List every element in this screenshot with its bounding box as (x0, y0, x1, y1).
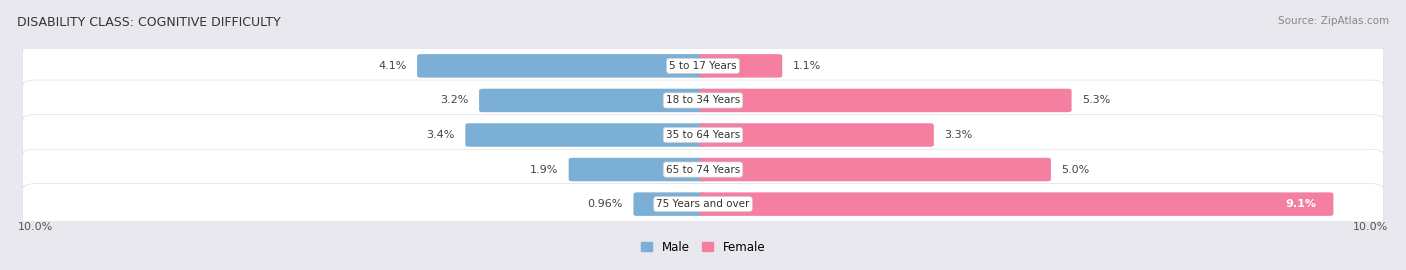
Text: 5 to 17 Years: 5 to 17 Years (669, 61, 737, 71)
FancyBboxPatch shape (700, 123, 934, 147)
FancyBboxPatch shape (22, 149, 1384, 190)
Text: 65 to 74 Years: 65 to 74 Years (666, 164, 740, 175)
Text: 18 to 34 Years: 18 to 34 Years (666, 95, 740, 106)
Text: 0.96%: 0.96% (588, 199, 623, 209)
FancyBboxPatch shape (479, 89, 706, 112)
Text: 35 to 64 Years: 35 to 64 Years (666, 130, 740, 140)
Text: 1.1%: 1.1% (793, 61, 821, 71)
FancyBboxPatch shape (634, 192, 706, 216)
FancyBboxPatch shape (700, 89, 1071, 112)
FancyBboxPatch shape (22, 184, 1384, 225)
Text: 75 Years and over: 75 Years and over (657, 199, 749, 209)
Text: 5.3%: 5.3% (1083, 95, 1111, 106)
FancyBboxPatch shape (465, 123, 706, 147)
Legend: Male, Female: Male, Female (641, 241, 765, 254)
FancyBboxPatch shape (700, 158, 1050, 181)
Text: 3.4%: 3.4% (426, 130, 456, 140)
FancyBboxPatch shape (22, 80, 1384, 121)
Text: 5.0%: 5.0% (1062, 164, 1090, 175)
FancyBboxPatch shape (700, 192, 1333, 216)
Text: 10.0%: 10.0% (17, 222, 53, 232)
FancyBboxPatch shape (700, 54, 782, 78)
FancyBboxPatch shape (22, 45, 1384, 86)
Text: DISABILITY CLASS: COGNITIVE DIFFICULTY: DISABILITY CLASS: COGNITIVE DIFFICULTY (17, 16, 281, 29)
Text: 4.1%: 4.1% (378, 61, 406, 71)
Text: Source: ZipAtlas.com: Source: ZipAtlas.com (1278, 16, 1389, 26)
Text: 9.1%: 9.1% (1285, 199, 1316, 209)
FancyBboxPatch shape (418, 54, 706, 78)
FancyBboxPatch shape (568, 158, 706, 181)
Text: 3.2%: 3.2% (440, 95, 468, 106)
Text: 1.9%: 1.9% (530, 164, 558, 175)
FancyBboxPatch shape (22, 114, 1384, 156)
Text: 3.3%: 3.3% (945, 130, 973, 140)
Text: 10.0%: 10.0% (1353, 222, 1389, 232)
